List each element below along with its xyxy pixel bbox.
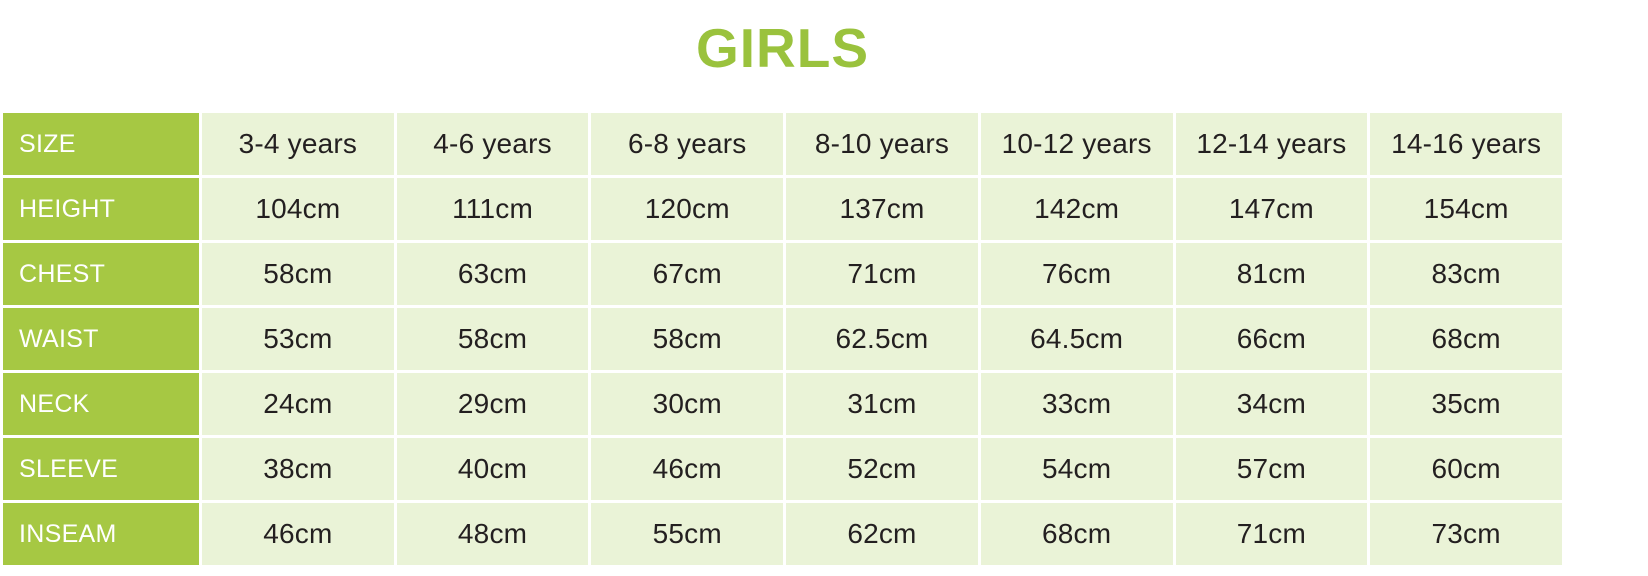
table-row: INSEAM 46cm 48cm 55cm 62cm 68cm 71cm 73c… — [3, 503, 1562, 565]
table-corner-label: SIZE — [3, 113, 199, 175]
table-cell: 73cm — [1370, 503, 1562, 565]
table-cell: 68cm — [1370, 308, 1562, 370]
table-cell: 104cm — [202, 178, 394, 240]
table-cell: 137cm — [786, 178, 978, 240]
table-cell: 60cm — [1370, 438, 1562, 500]
table-cell: 62.5cm — [786, 308, 978, 370]
table-cell: 52cm — [786, 438, 978, 500]
table-row: NECK 24cm 29cm 30cm 31cm 33cm 34cm 35cm — [3, 373, 1562, 435]
row-label: CHEST — [3, 243, 199, 305]
table-cell: 55cm — [591, 503, 784, 565]
column-header: 6-8 years — [591, 113, 784, 175]
table-cell: 67cm — [591, 243, 784, 305]
table-header: SIZE 3-4 years 4-6 years 6-8 years 8-10 … — [3, 113, 1562, 175]
column-header: 10-12 years — [980, 113, 1173, 175]
table-cell: 147cm — [1175, 178, 1368, 240]
table-cell: 71cm — [1175, 503, 1368, 565]
column-header: 8-10 years — [786, 113, 978, 175]
table-cell: 58cm — [591, 308, 784, 370]
table-cell: 46cm — [591, 438, 784, 500]
table-cell: 71cm — [786, 243, 978, 305]
table-cell: 31cm — [786, 373, 978, 435]
table-cell: 83cm — [1370, 243, 1562, 305]
size-chart-table: SIZE 3-4 years 4-6 years 6-8 years 8-10 … — [0, 110, 1565, 568]
table-cell: 63cm — [396, 243, 589, 305]
table-cell: 111cm — [396, 178, 589, 240]
table-cell: 33cm — [980, 373, 1173, 435]
table-cell: 154cm — [1370, 178, 1562, 240]
table-cell: 57cm — [1175, 438, 1368, 500]
table-cell: 54cm — [980, 438, 1173, 500]
row-label: HEIGHT — [3, 178, 199, 240]
column-header: 14-16 years — [1370, 113, 1562, 175]
table-cell: 24cm — [202, 373, 394, 435]
table-cell: 58cm — [202, 243, 394, 305]
table-cell: 62cm — [786, 503, 978, 565]
table-row: CHEST 58cm 63cm 67cm 71cm 76cm 81cm 83cm — [3, 243, 1562, 305]
table-cell: 30cm — [591, 373, 784, 435]
table-cell: 81cm — [1175, 243, 1368, 305]
table-cell: 142cm — [980, 178, 1173, 240]
table-cell: 35cm — [1370, 373, 1562, 435]
table-cell: 38cm — [202, 438, 394, 500]
table-cell: 34cm — [1175, 373, 1368, 435]
table-cell: 64.5cm — [980, 308, 1173, 370]
table-cell: 120cm — [591, 178, 784, 240]
table-cell: 53cm — [202, 308, 394, 370]
column-header: 4-6 years — [396, 113, 589, 175]
table-cell: 58cm — [396, 308, 589, 370]
table-cell: 66cm — [1175, 308, 1368, 370]
row-label: NECK — [3, 373, 199, 435]
table-row: HEIGHT 104cm 111cm 120cm 137cm 142cm 147… — [3, 178, 1562, 240]
page-title: GIRLS — [695, 17, 870, 79]
table-cell: 40cm — [396, 438, 589, 500]
table-row: SLEEVE 38cm 40cm 46cm 52cm 54cm 57cm 60c… — [3, 438, 1562, 500]
table-cell: 68cm — [980, 503, 1173, 565]
row-label: SLEEVE — [3, 438, 199, 500]
column-header: 12-14 years — [1175, 113, 1368, 175]
table-cell: 48cm — [396, 503, 589, 565]
row-label: INSEAM — [3, 503, 199, 565]
table-header-row: SIZE 3-4 years 4-6 years 6-8 years 8-10 … — [3, 113, 1562, 175]
table-cell: 76cm — [980, 243, 1173, 305]
table-row: WAIST 53cm 58cm 58cm 62.5cm 64.5cm 66cm … — [3, 308, 1562, 370]
table-body: HEIGHT 104cm 111cm 120cm 137cm 142cm 147… — [3, 178, 1562, 565]
table-cell: 29cm — [396, 373, 589, 435]
column-header: 3-4 years — [202, 113, 394, 175]
table-cell: 46cm — [202, 503, 394, 565]
row-label: WAIST — [3, 308, 199, 370]
